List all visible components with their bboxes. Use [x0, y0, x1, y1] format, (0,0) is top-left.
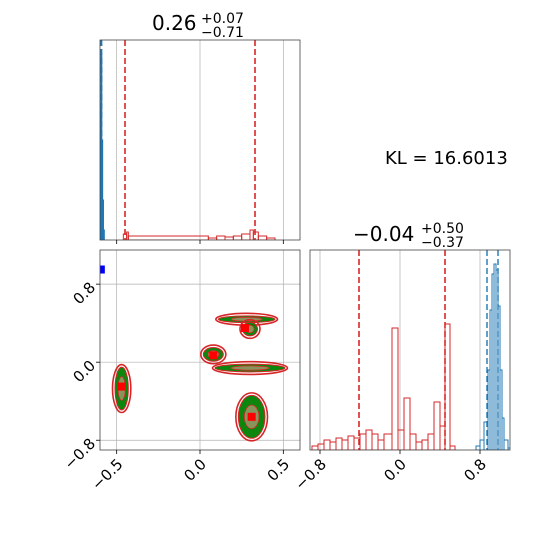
param2-title: −0.04 +0.50 −0.37	[353, 214, 470, 251]
param2-red-hist-bin	[391, 327, 399, 450]
param2-red-hist-bin	[421, 439, 429, 450]
param2-blue-hist-bin	[501, 417, 505, 450]
param1-red-hist-bin	[241, 233, 251, 240]
param2-title-lower: −0.37	[421, 235, 464, 251]
joint-x-tick-label: 0.0	[180, 455, 210, 485]
joint-red-marker	[117, 382, 126, 391]
param2-red-hist-bin	[341, 439, 349, 450]
joint-x-tick-label: −0.5	[88, 455, 126, 493]
param2-red-hist-bin	[449, 445, 456, 450]
joint-contours-group	[100, 265, 289, 442]
param2-red-hist-bin	[365, 429, 373, 450]
param2-red-hist-bin	[323, 439, 331, 450]
param2-red-hist-bin	[335, 437, 343, 450]
param2-red-hist-bin	[397, 429, 405, 450]
param2-panel-frame	[309, 249, 511, 451]
param2-red-hist-bin	[317, 443, 325, 450]
contour-outer	[235, 392, 269, 442]
param2-red-hist-bin	[383, 433, 393, 450]
param2-red-hist-bin	[371, 433, 379, 450]
joint-contour-panel	[96, 249, 301, 454]
param1-red-hist-bin	[224, 236, 234, 240]
param1-red-hist-bin	[266, 237, 276, 240]
param2-red-hist-bin	[439, 425, 446, 450]
param2-histogram-panel	[309, 249, 511, 454]
joint-y-tick-label: 0.8	[69, 278, 99, 308]
joint-truth-marker	[100, 265, 105, 274]
param1-red-hist-bin	[216, 235, 226, 240]
kl-annotation: KL = 16.6013	[385, 148, 508, 169]
param2-red-hist-bin	[311, 445, 319, 450]
param2-red-hist-bin	[427, 433, 435, 450]
param2-red-hist-bin	[433, 401, 441, 450]
param2-x-tick-label: −0.8	[291, 455, 329, 493]
contour-outer	[211, 360, 289, 376]
contour-outer	[111, 363, 132, 414]
param2-x-tick-label: 0.8	[460, 455, 490, 485]
param2-red-hist-bin	[415, 441, 423, 450]
param2-title-value: −0.04	[353, 222, 414, 246]
joint-red-marker	[247, 412, 256, 421]
param2-red-hist-bin	[377, 439, 385, 450]
param2-red-hist-bin	[359, 433, 367, 450]
joint-y-tick-label: −0.8	[61, 435, 99, 473]
param2-blue-hist-bin	[499, 369, 503, 450]
contour-outer	[200, 344, 227, 365]
param2-blue-hist-bin	[507, 447, 510, 450]
joint-x-tick-label: 0.5	[264, 455, 294, 485]
contour-inner	[230, 365, 270, 371]
joint-red-marker	[241, 324, 249, 333]
joint-red-marker	[209, 351, 218, 360]
param2-blue-hist-group	[475, 263, 510, 450]
param1-histogram-panel	[99, 39, 301, 244]
param1-title-value: 0.26	[152, 11, 197, 35]
param2-red-hist-bin	[329, 441, 337, 450]
param2-red-hist-bin	[403, 397, 411, 450]
param2-blue-hist-bin	[503, 439, 509, 450]
param2-red-hist-group	[311, 323, 456, 450]
param2-title-upper: +0.50	[421, 221, 464, 237]
param1-red-hist-bin	[252, 231, 259, 240]
param1-blue-hist-bin	[102, 199, 104, 240]
joint-y-tick-label: 0.0	[69, 357, 99, 387]
param2-blue-hist-bin	[479, 439, 485, 450]
param1-red-hist-bin	[127, 235, 209, 240]
param1-blue-hist-bin	[102, 229, 105, 240]
param1-red-hist-group	[122, 229, 276, 240]
param1-title-upper: +0.07	[201, 11, 244, 27]
param2-red-hist-bin	[409, 433, 417, 450]
param1-red-hist-bin	[257, 235, 268, 240]
param1-title-lower: −0.71	[201, 25, 244, 41]
param2-blue-hist-bin	[475, 445, 481, 450]
param1-red-hist-bin	[232, 235, 243, 240]
param2-x-tick-label: 0.0	[380, 455, 410, 485]
contour-outer	[239, 318, 261, 340]
param1-title: 0.26 +0.07 −0.71	[152, 4, 250, 41]
param2-red-hist-bin	[347, 435, 355, 450]
